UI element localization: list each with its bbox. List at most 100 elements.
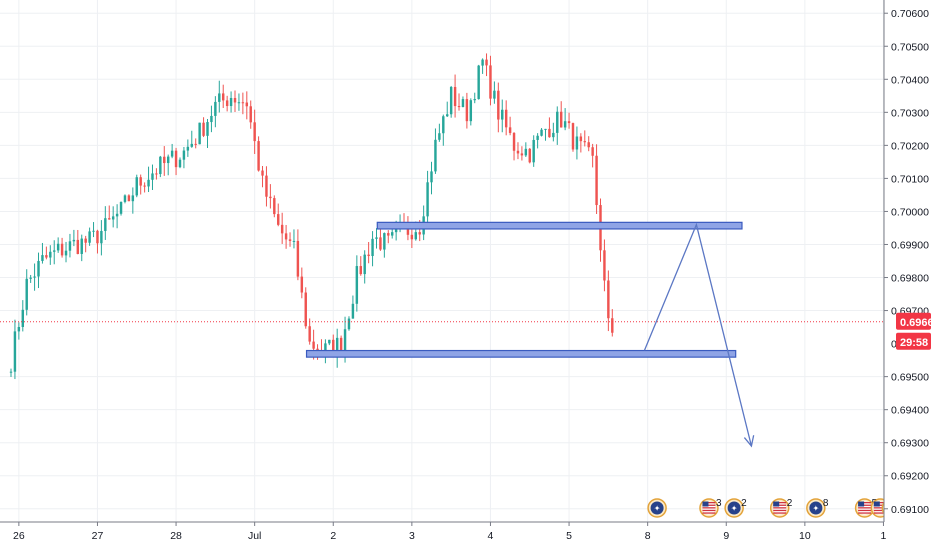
price-axis[interactable]: 0.70600 0.70500 0.70400 0.70300 0.70200 0.701… (883, 0, 932, 550)
time-axis[interactable]: 26 27 28 Jul 2 3 4 5 8 9 10 1 (0, 521, 932, 550)
candle-body (139, 177, 142, 186)
us-flag-canton (773, 501, 780, 507)
candle-body (430, 171, 433, 183)
event-badge-australia[interactable]: ✦ 8 (806, 498, 829, 518)
us-flag-stripe (873, 509, 887, 512)
candle-body (508, 127, 512, 133)
time-tick-label: 4 (488, 530, 494, 542)
candle-body (469, 100, 473, 122)
us-flag-canton (702, 501, 709, 507)
candle-body (367, 254, 370, 257)
price-tick-label: 0.69300 (891, 438, 929, 450)
countdown-label: 29:58 (900, 337, 928, 349)
us-flag-stripe (858, 512, 872, 514)
price-tick-label: 0.70500 (891, 41, 929, 53)
event-badge-australia[interactable]: ✦ (647, 498, 667, 518)
us-flag-stripe (702, 507, 716, 509)
us-flag-stripe (858, 502, 872, 504)
drawing-tools[interactable] (305, 221, 755, 448)
us-flag-stripe (773, 509, 787, 512)
candle-body (253, 122, 256, 142)
candle-body (198, 122, 201, 145)
candle-body (163, 156, 166, 164)
au-flag-base (650, 501, 664, 515)
candle-body (611, 318, 614, 333)
candle-body (96, 230, 99, 244)
economic-events[interactable]: ✦3✦22✦85142 (647, 498, 904, 518)
candle-body (182, 150, 186, 160)
candle-body (390, 232, 394, 236)
candle-body (131, 195, 135, 202)
candle-body (9, 371, 13, 373)
candle-body (559, 111, 563, 128)
candle-body (84, 238, 87, 243)
us-flag-canton (858, 501, 865, 507)
candle-body (151, 173, 154, 180)
resistance-zone[interactable] (376, 221, 743, 230)
candle-body (324, 343, 327, 352)
au-flag-stars: ✦ (731, 504, 738, 513)
time-tick-label: 28 (170, 530, 182, 542)
candle-body (174, 150, 178, 168)
us-flag-stripe (773, 502, 787, 504)
event-badge-usa[interactable]: 2 (769, 498, 793, 518)
candle-body (587, 142, 590, 148)
candle-body (245, 102, 249, 107)
candle-body (477, 65, 480, 100)
candle-body (100, 230, 103, 244)
countdown-tag (896, 332, 931, 350)
candle-body (481, 59, 484, 66)
candle-body (328, 339, 331, 344)
candle-body (497, 90, 500, 120)
candle-body (520, 153, 524, 156)
us-flag-stripe (773, 507, 787, 509)
us-flag-stripe (702, 509, 716, 512)
candle-body (194, 143, 197, 145)
price-tick-label: 0.70400 (891, 74, 929, 86)
candle-body (591, 147, 594, 156)
candle-body (457, 106, 461, 108)
candle-body (304, 292, 307, 327)
candle-body (88, 231, 91, 243)
candle-body (536, 135, 539, 140)
event-badge-usa[interactable]: 3 (699, 498, 722, 518)
time-tick-label: 1 (881, 530, 887, 542)
candle-body (375, 237, 378, 239)
candle-body (60, 243, 64, 256)
candle-body (29, 277, 32, 279)
candle-body (473, 99, 476, 101)
candle-body (465, 99, 469, 122)
candle-body (25, 278, 28, 310)
event-badge-australia[interactable]: ✦ 2 (724, 498, 747, 518)
price-tick-label: 0.69500 (891, 372, 929, 384)
candle-body (108, 218, 111, 220)
candle-body (111, 216, 115, 220)
candle-body (563, 121, 567, 128)
candle-body (265, 175, 268, 197)
us-flag-stripe (873, 502, 887, 504)
candle-body (347, 318, 351, 330)
candle-body (225, 100, 229, 107)
candle-body (438, 133, 441, 140)
projection-path[interactable] (643, 222, 753, 447)
us-flag-stripe (873, 507, 887, 509)
support-zone[interactable] (305, 349, 737, 358)
candle-body (296, 240, 300, 277)
candle-body (229, 97, 233, 107)
us-flag-stripe (773, 504, 787, 506)
candle-body (394, 228, 398, 233)
candle-body (343, 329, 347, 354)
candle-body (68, 241, 72, 251)
us-flag-stripe (873, 512, 887, 514)
candle-body (453, 86, 457, 107)
time-tick-label: 5 (566, 530, 572, 542)
candle-body (406, 225, 410, 235)
candle-body (442, 116, 445, 134)
candle-body (127, 195, 131, 202)
candle-body (222, 93, 225, 101)
time-tick-label: 27 (92, 530, 104, 542)
event-count: 2 (787, 498, 793, 509)
candle-body (261, 170, 264, 176)
candle-body (53, 250, 56, 252)
